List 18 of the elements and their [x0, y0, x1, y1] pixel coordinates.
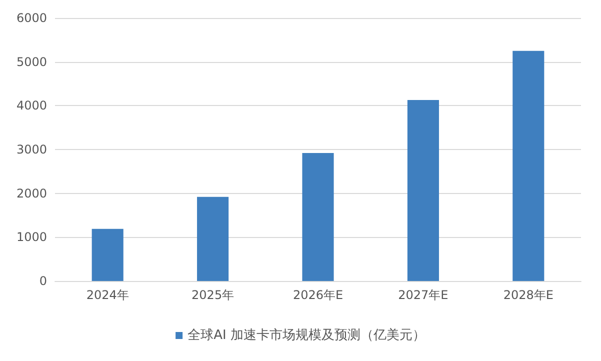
y-tick-label: 2000	[16, 186, 47, 200]
x-tick-label: 2025年	[192, 288, 234, 302]
x-tick-label: 2027年E	[398, 288, 448, 302]
y-tick-label: 6000	[16, 11, 47, 25]
bar	[302, 153, 334, 281]
bar	[197, 196, 229, 281]
bar	[92, 228, 124, 281]
y-tick-label: 4000	[16, 98, 47, 113]
y-tick-label: 0	[39, 274, 47, 288]
y-tick-label: 3000	[16, 142, 47, 156]
bar	[407, 100, 439, 281]
y-tick-label: 1000	[16, 230, 47, 244]
legend-label: 全球AI 加速卡市场规模及预测（亿美元）	[188, 327, 426, 343]
y-tick-label: 5000	[16, 54, 47, 69]
bar	[512, 50, 544, 281]
x-tick-label: 2026年E	[292, 288, 344, 302]
x-tick-label: 2028年E	[503, 288, 554, 302]
x-tick-label: 2024年	[86, 288, 129, 302]
